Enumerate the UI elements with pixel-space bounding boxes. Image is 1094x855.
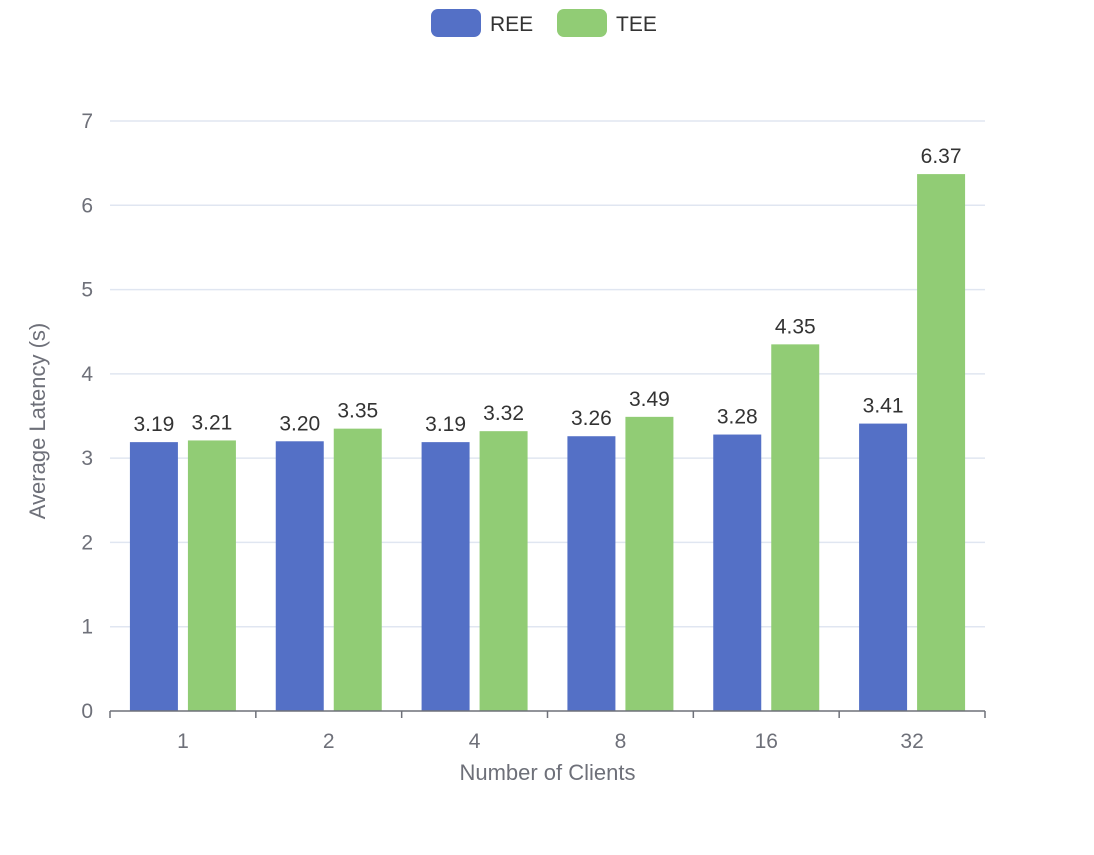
bar-tee-32	[917, 174, 966, 712]
x-tick-label: 8	[615, 730, 627, 753]
bars: 3.19 3.21 3.20 3.35 3.19 3.32 3.26 3.49 3.28 4.35…	[129, 145, 966, 712]
bar-tee-1	[187, 440, 236, 711]
data-label: 3.41	[863, 395, 904, 418]
legend-swatch-ree	[431, 9, 481, 37]
y-tick-label: 4	[81, 363, 93, 386]
bar-ree-16	[713, 434, 762, 711]
y-tick-label: 2	[81, 531, 93, 554]
y-tick-label: 3	[81, 447, 93, 470]
y-tick-label: 7	[81, 110, 93, 133]
x-axis-title: Number of Clients	[459, 760, 635, 785]
data-label: 3.28	[717, 406, 758, 429]
legend: REE TEE	[431, 9, 657, 37]
y-tick-label: 6	[81, 194, 93, 217]
data-label: 3.19	[425, 413, 466, 436]
data-label: 3.21	[191, 411, 232, 434]
x-tick-label: 16	[755, 730, 778, 753]
gridlines	[110, 120, 985, 628]
x-tick-label: 2	[323, 730, 335, 753]
bar-ree-1	[129, 442, 178, 711]
bar-ree-8	[567, 436, 616, 711]
legend-label-ree: REE	[490, 13, 533, 36]
data-label: 3.20	[279, 412, 320, 435]
legend-swatch-tee	[557, 9, 607, 37]
y-axis-title: Average Latency (s)	[25, 323, 50, 519]
bar-ree-32	[859, 423, 908, 711]
data-label: 3.49	[629, 388, 670, 411]
y-tick-label: 1	[81, 616, 93, 639]
bar-ree-2	[275, 441, 324, 711]
data-label: 3.26	[571, 407, 612, 430]
bar-tee-16	[771, 344, 820, 711]
x-tick-label: 1	[177, 730, 189, 753]
bar-tee-4	[479, 431, 528, 711]
legend-label-tee: TEE	[616, 13, 657, 36]
bar-ree-4	[421, 442, 470, 711]
y-tick-label: 0	[81, 700, 93, 723]
bar-tee-2	[333, 428, 382, 711]
x-tick-label: 32	[900, 730, 923, 753]
data-label: 3.32	[483, 402, 524, 425]
data-label: 3.19	[133, 413, 174, 436]
axes: 0 1 2 3 4 5 6 7 1 2 4 8 16 32	[81, 110, 986, 753]
data-label: 3.35	[337, 400, 378, 423]
x-tick-label: 4	[469, 730, 481, 753]
data-label: 4.35	[775, 315, 816, 338]
data-label: 6.37	[921, 145, 962, 168]
bar-tee-8	[625, 416, 674, 711]
y-tick-label: 5	[81, 279, 93, 302]
